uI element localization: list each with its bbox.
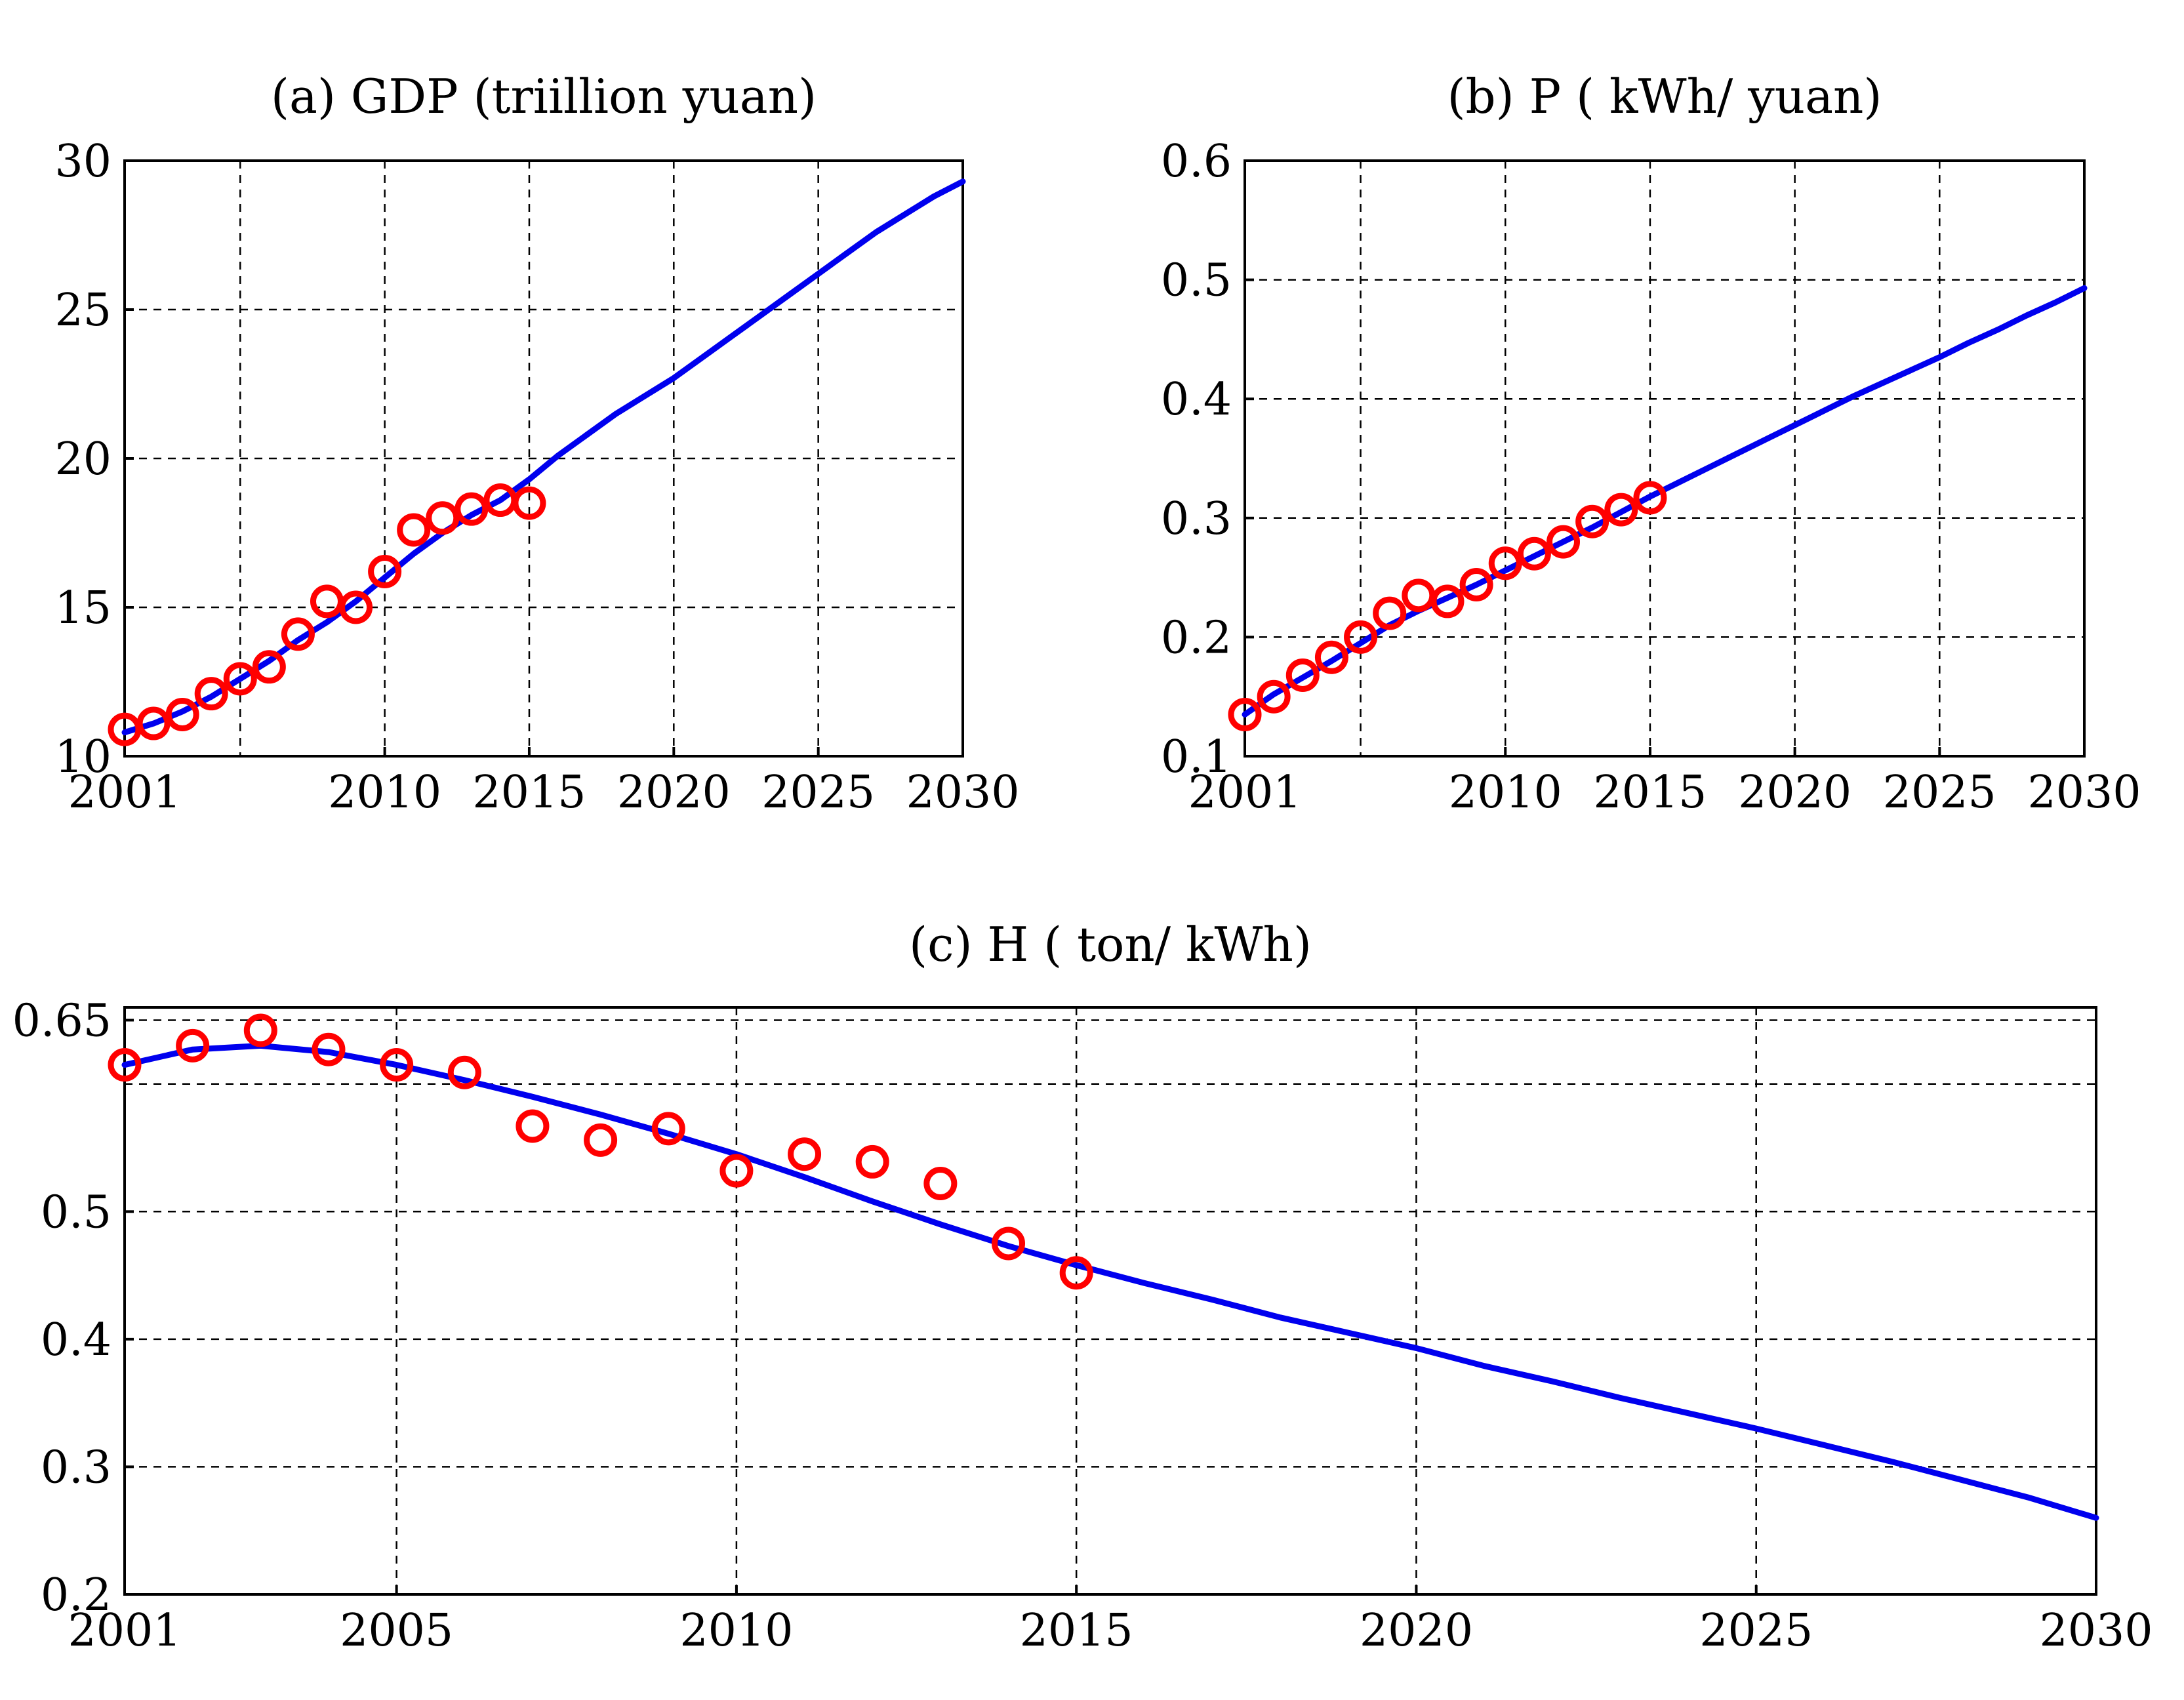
emission-intensity-observed-point [108,1048,142,1082]
power-intensity-observed-point [1575,504,1609,538]
gdp-fitted-line [121,178,966,736]
emission-intensity-observed-point [584,1123,618,1157]
emission-intensity-observed-point [788,1137,822,1171]
emission-intensity-ytick-label: 0.5 [41,1186,111,1238]
emission-intensity-observed-point [176,1028,210,1062]
power-intensity-xtick-label: 2015 [1593,767,1707,819]
panel-gdp: (a) GDP (triillion yuan)2001 2010 2015 2020… [54,69,1019,819]
emission-intensity-observed-point [855,1144,889,1179]
power-intensity-axes-frame [1244,159,2086,758]
emission-intensity-xtick-label: 2025 [1699,1605,1813,1657]
emission-intensity-observed-point [923,1167,958,1200]
emission-intensity-observed-point [380,1048,414,1082]
power-intensity-observed-point [1488,546,1522,580]
emission-intensity-xtick-label: 2001 [68,1605,181,1657]
power-intensity-xtick-label: 2020 [1738,767,1851,819]
power-intensity-ytick-label: 0.2 [1161,612,1232,664]
gdp-xtick-label: 2030 [906,767,1019,819]
emission-intensity-observed-point [447,1055,481,1089]
emission-intensity-ytick-label: 0.3 [41,1442,111,1493]
power-intensity-observed-point [1344,620,1378,654]
gdp-xtick-label: 2020 [617,767,731,819]
power-intensity-observed-point [1430,584,1465,618]
emission-intensity-axes-frame [123,1006,2097,1596]
emission-intensity-observed-point [992,1226,1026,1261]
power-intensity-xtick-label: 2001 [1188,767,1301,819]
power-intensity-observed-point [1285,658,1320,693]
emission-intensity-title: (c) H ( ton/ kWh) [909,917,1312,972]
gdp-observed-point [368,555,402,589]
power-intensity-observed-point [1373,596,1407,630]
gdp-observed-point [252,650,286,684]
emission-intensity-xtick-label: 2020 [1360,1605,1473,1657]
emission-intensity-xtick-label: 2005 [340,1605,453,1657]
emission-intensity-observed-point [516,1109,550,1143]
power-intensity-observed-point [1547,525,1581,559]
power-intensity-title: (b) P ( kWh/ yuan) [1447,69,1882,124]
emission-intensity-xtick-label: 2015 [1020,1605,1133,1657]
power-intensity-ytick-label: 0.3 [1161,493,1232,545]
gdp-ytick-label: 30 [54,136,111,188]
gdp-xtick-label: 2010 [328,767,441,819]
power-intensity-ytick-label: 0.5 [1161,255,1232,307]
gdp-title: (a) GDP (triillion yuan) [271,69,817,124]
gdp-observed-point [194,677,228,711]
emission-intensity-observed-point [719,1154,754,1188]
emission-intensity-ytick-label: 0.4 [41,1314,111,1366]
gdp-observed-point [281,617,315,651]
emission-intensity-ytick-label: 0.2 [41,1569,111,1621]
gdp-observed-point [426,501,460,535]
gdp-observed-point [165,697,199,731]
gdp-observed-point [397,513,431,547]
emission-intensity-observed-point [651,1112,685,1146]
gdp-ytick-label: 10 [54,731,111,783]
gdp-observed-point [136,706,171,740]
gdp-observed-point [512,486,546,520]
gdp-xtick-label: 2015 [472,767,586,819]
emission-intensity-xtick-label: 2030 [2039,1605,2153,1657]
power-intensity-ytick-label: 0.1 [1161,731,1232,783]
gdp-observed-point [223,662,257,696]
power-intensity-xtick-label: 2010 [1449,767,1562,819]
gdp-observed-point [455,492,489,526]
gdp-ytick-label: 25 [54,285,111,336]
power-intensity-observed-point [1459,567,1493,601]
gdp-xtick-label: 2025 [761,767,875,819]
panel-emission-intensity: (c) H ( ton/ kWh) 2001 2005 2010 2015 2020 202… [12,917,2153,1657]
emission-intensity-fitted-line [121,1042,2099,1521]
power-intensity-ytick-label: 0.6 [1161,136,1232,188]
power-intensity-observed-point [1604,493,1638,527]
power-intensity-observed-point [1402,578,1436,613]
power-intensity-observed-point [1228,697,1262,731]
gdp-xtick-label: 2001 [68,767,181,819]
gdp-ytick-label: 20 [54,434,111,485]
emission-intensity-observed-point [312,1032,346,1066]
power-intensity-xtick-label: 2025 [1883,767,1996,819]
power-intensity-observed-point [1517,536,1551,571]
emission-intensity-xtick-label: 2010 [679,1605,793,1657]
power-intensity-observed-point [1633,481,1667,515]
emission-intensity-observed-point [1059,1256,1093,1290]
power-intensity-ytick-label: 0.4 [1161,374,1232,426]
power-intensity-observed-point [1257,679,1291,714]
emission-intensity-observed-point [243,1013,277,1047]
emission-intensity-ytick-label: 0.65 [12,995,111,1047]
power-intensity-xtick-label: 2030 [2027,767,2141,819]
panel-power-intensity: (b) P ( kWh/ yuan) 2001 2010 2015 2020 2025 20… [1161,69,2141,819]
gdp-observed-point [339,590,373,624]
gdp-ytick-label: 15 [54,582,111,634]
gdp-observed-point [310,584,344,618]
power-intensity-observed-point [1314,640,1348,674]
